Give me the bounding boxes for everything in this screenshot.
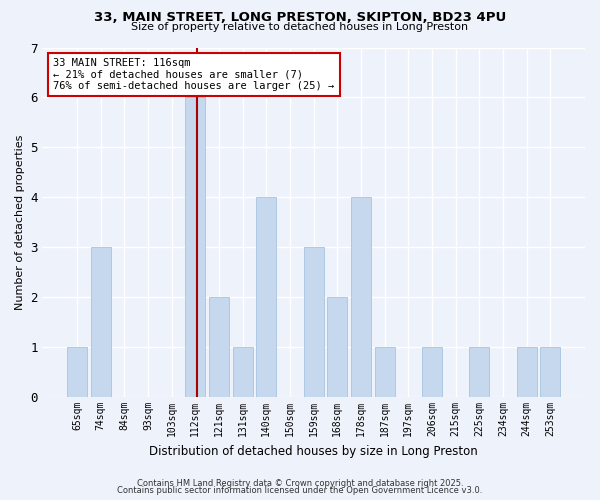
Bar [540, 347, 560, 397]
Text: Size of property relative to detached houses in Long Preston: Size of property relative to detached ho… [131, 22, 469, 32]
X-axis label: Distribution of detached houses by size in Long Preston: Distribution of detached houses by size … [149, 444, 478, 458]
Bar [185, 98, 205, 397]
Text: 33 MAIN STREET: 116sqm
← 21% of detached houses are smaller (7)
76% of semi-deta: 33 MAIN STREET: 116sqm ← 21% of detached… [53, 58, 334, 91]
Bar [67, 347, 87, 397]
Bar [304, 247, 323, 397]
Text: Contains HM Land Registry data © Crown copyright and database right 2025.: Contains HM Land Registry data © Crown c… [137, 478, 463, 488]
Text: 33, MAIN STREET, LONG PRESTON, SKIPTON, BD23 4PU: 33, MAIN STREET, LONG PRESTON, SKIPTON, … [94, 11, 506, 24]
Bar [517, 347, 536, 397]
Bar [233, 347, 253, 397]
Bar [469, 347, 490, 397]
Text: Contains public sector information licensed under the Open Government Licence v3: Contains public sector information licen… [118, 486, 482, 495]
Bar [351, 197, 371, 397]
Bar [91, 247, 110, 397]
Bar [422, 347, 442, 397]
Y-axis label: Number of detached properties: Number of detached properties [15, 134, 25, 310]
Bar [256, 197, 277, 397]
Bar [374, 347, 395, 397]
Bar [209, 297, 229, 397]
Bar [327, 297, 347, 397]
